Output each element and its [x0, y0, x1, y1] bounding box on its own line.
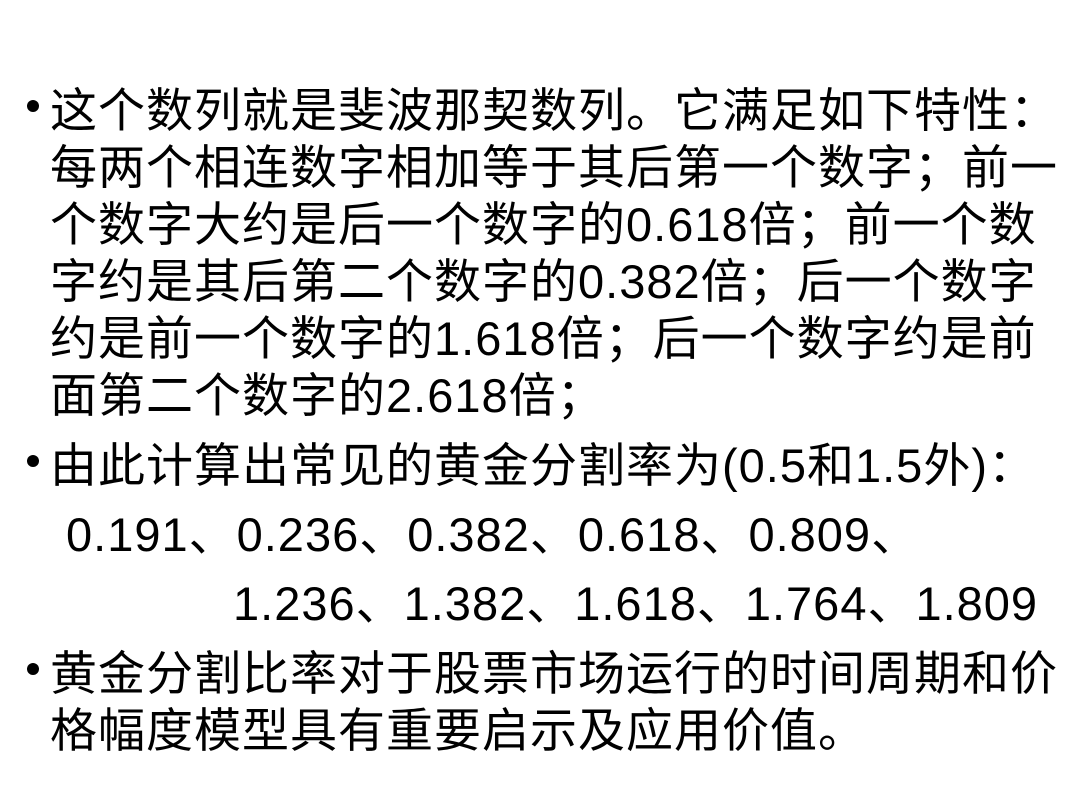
text-line: 这个数列就是斐波那契数列。它满足如下特性： [50, 84, 1058, 137]
ratio-values-line-1: 0.191、0.236、0.382、0.618、0.809、 [66, 508, 920, 561]
text-line: 格幅度模型具有重要启示及应用价值。 [50, 704, 866, 757]
text-line: 约是前一个数字的1.618倍；后一个数字约是前 [50, 312, 1037, 365]
text-line: 面第二个数字的2.618倍； [50, 369, 605, 422]
ratio-values-line-2: 1.236、1.382、1.618、1.764、1.809 [233, 577, 1039, 630]
bullet-icon [27, 663, 39, 675]
bullet-item-fibonacci-properties: 这个数列就是斐波那契数列。它满足如下特性： 每两个相连数字相加等于其后第一个数字… [0, 82, 1080, 424]
text-line: 字约是其后第二个数字的0.382倍；后一个数字 [50, 255, 1037, 308]
bullet-icon [27, 100, 39, 112]
text-line: 由此计算出常见的黄金分割率为(0.5和1.5外)： [50, 439, 1036, 492]
text-line: 每两个相连数字相加等于其后第一个数字；前一 [50, 141, 1058, 194]
text-line: 黄金分割比率对于股票市场运行的时间周期和价 [50, 647, 1058, 700]
text-line: 个数字大约是后一个数字的0.618倍；前一个数 [50, 198, 1037, 251]
bullet-item-stock-application: 黄金分割比率对于股票市场运行的时间周期和价 格幅度模型具有重要启示及应用价值。 [0, 645, 1080, 759]
bullet-item-golden-ratios: 由此计算出常见的黄金分割率为(0.5和1.5外)： 0.191、0.236、0.… [0, 437, 1080, 632]
bullet-icon [27, 455, 39, 467]
